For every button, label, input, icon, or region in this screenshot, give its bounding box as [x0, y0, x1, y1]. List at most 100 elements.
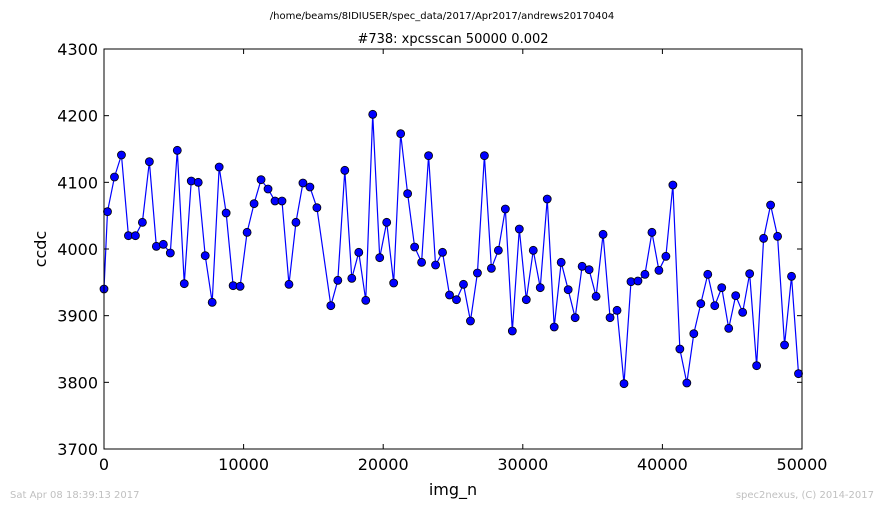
x-tick-label: 50000 [777, 455, 828, 474]
data-point [563, 285, 573, 295]
data-point [661, 251, 671, 261]
data-point [780, 340, 789, 350]
data-point [570, 313, 580, 323]
data-point [598, 229, 608, 239]
data-point [577, 261, 587, 271]
y-axis: 3700 3800 3900 4000 4100 4200 4300 [57, 40, 802, 459]
data-point [382, 217, 392, 227]
data-point [193, 177, 203, 187]
data-point [235, 281, 245, 291]
data-point [668, 180, 678, 190]
data-point [717, 283, 727, 293]
x-axis-label: img_n [429, 480, 477, 500]
x-tick-label: 0 [99, 455, 109, 474]
data-point [724, 323, 734, 333]
data-point [291, 217, 301, 227]
data-point [556, 257, 566, 267]
footer-timestamp: Sat Apr 08 18:39:13 2017 [10, 490, 140, 501]
data-point [452, 295, 461, 305]
data-point [759, 233, 769, 243]
data-point [528, 245, 538, 255]
y-tick-label: 4100 [57, 173, 98, 192]
data-point [410, 242, 420, 252]
data-point [710, 301, 720, 311]
chart-title: #738: xpcsscan 50000 0.002 [357, 32, 548, 47]
data-point [347, 273, 357, 283]
data-point [424, 151, 433, 161]
data-point [535, 283, 545, 293]
data-point [158, 239, 168, 249]
data-point [633, 276, 643, 286]
data-point [305, 182, 315, 192]
data-point [689, 329, 699, 339]
data-point [172, 145, 182, 155]
y-tick-label: 4000 [57, 240, 98, 259]
data-point [584, 265, 594, 275]
data-point [326, 301, 336, 311]
data-point [549, 322, 559, 332]
data-point [389, 278, 399, 288]
data-point [179, 279, 189, 289]
y-tick-label: 3700 [57, 440, 98, 459]
data-point [249, 199, 259, 209]
data-point [417, 257, 426, 267]
x-tick-label: 40000 [637, 455, 688, 474]
figure-suptitle: /home/beams/8IDIUSER/spec_data/2017/Apr2… [270, 11, 614, 22]
data-point [110, 172, 119, 182]
data-point [794, 369, 803, 379]
data-point [221, 208, 231, 218]
data-point [207, 297, 217, 307]
data-point [787, 271, 796, 281]
data-point [312, 203, 322, 213]
plot-frame [103, 48, 803, 450]
x-tick-label: 30000 [497, 455, 548, 474]
data-point [403, 189, 413, 199]
data-point [438, 247, 447, 257]
data-point [542, 194, 552, 204]
data-point [612, 305, 622, 315]
data-point [375, 253, 385, 263]
data-point [459, 279, 468, 289]
data-point [256, 175, 266, 185]
data-point [738, 307, 748, 317]
data-point [591, 291, 601, 301]
x-axis: 0 10000 20000 30000 40000 50000 [99, 49, 828, 474]
data-point [654, 265, 664, 275]
data-point [137, 217, 147, 227]
data-point [521, 295, 531, 305]
data-point [682, 378, 692, 388]
data-point [165, 248, 175, 258]
data-point [466, 316, 475, 326]
data-point [396, 129, 406, 139]
data-point [773, 231, 782, 241]
data-point [368, 109, 378, 119]
data-point [745, 269, 755, 279]
data-point [277, 196, 287, 206]
data-point [514, 224, 524, 234]
data-point [493, 245, 503, 255]
data-point [696, 299, 706, 309]
footer-credit: spec2nexus, (C) 2014-2017 [736, 490, 874, 501]
data-point [200, 251, 210, 261]
y-tick-label: 4200 [57, 107, 98, 126]
data-point [242, 227, 252, 237]
y-tick-label: 3900 [57, 307, 98, 326]
data-point [500, 204, 510, 214]
data-point [354, 247, 364, 257]
data-point [263, 184, 273, 194]
data-point [117, 150, 126, 160]
data-point [214, 162, 224, 172]
plot-area [99, 109, 803, 389]
data-point [333, 275, 343, 285]
data-point [507, 326, 517, 336]
data-point [473, 268, 482, 278]
data-point [103, 207, 112, 217]
data-point [284, 279, 294, 289]
y-tick-label: 3800 [57, 373, 98, 392]
series-line [103, 114, 800, 384]
data-point [766, 200, 775, 210]
data-point [675, 344, 685, 354]
data-point [703, 269, 713, 279]
data-point [361, 295, 371, 305]
